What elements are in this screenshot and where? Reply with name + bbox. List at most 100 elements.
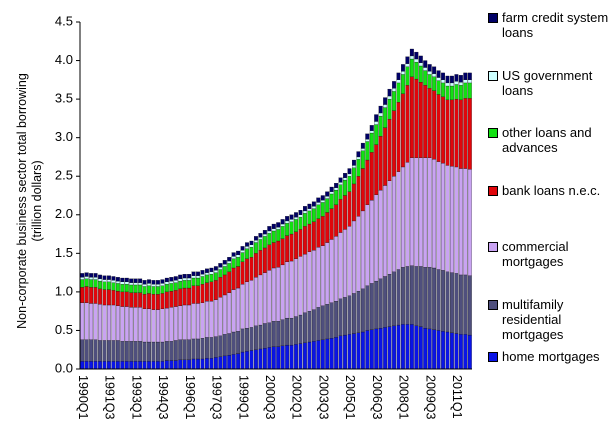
bar-segment — [164, 341, 169, 361]
bar-segment — [343, 229, 347, 298]
bar-segment — [236, 257, 241, 267]
bar-segment — [147, 308, 151, 343]
bar-segment — [227, 263, 232, 272]
bar-segment — [383, 127, 388, 186]
bar-segment — [80, 302, 85, 340]
bar-segment — [151, 341, 156, 362]
x-tick-label: 1999Q1 — [236, 375, 250, 420]
bar-segment — [360, 168, 365, 212]
bar-segment — [405, 162, 410, 267]
bar-segment — [254, 242, 258, 254]
bar-segment — [111, 282, 116, 291]
bar-segment — [222, 266, 227, 276]
bar-segment — [392, 81, 396, 89]
bar-segment — [173, 306, 178, 341]
bar-segment — [334, 189, 339, 205]
x-tick-label: 2002Q1 — [290, 375, 304, 420]
bar-segment — [294, 316, 298, 345]
bar-segment — [303, 206, 307, 212]
bar-segment — [369, 200, 374, 284]
bar-segment — [271, 223, 276, 229]
bar-segment — [423, 267, 428, 329]
bar-segment — [463, 72, 468, 80]
bar-segment — [142, 294, 147, 309]
bar-segment — [285, 223, 290, 236]
bar-segment — [236, 331, 241, 354]
bar-segment — [311, 201, 316, 207]
bar-segment — [365, 139, 370, 142]
bar-segment — [120, 281, 125, 285]
bar-segment — [423, 85, 428, 158]
bar-segment — [102, 361, 107, 370]
bar-segment — [231, 289, 236, 333]
bar-segment — [156, 286, 160, 295]
y-tick-label: 4.0 — [55, 52, 73, 67]
bar-segment — [209, 274, 214, 282]
bar-segment — [80, 287, 85, 303]
bar-segment — [441, 72, 445, 80]
bar-segment — [218, 269, 223, 278]
bar-segment — [454, 74, 459, 82]
bar-segment — [334, 204, 339, 237]
bar-segment — [271, 228, 276, 232]
bar-segment — [133, 278, 138, 283]
bar-segment — [160, 341, 165, 362]
bar-segment — [365, 330, 370, 370]
bar-segment — [222, 294, 227, 335]
bar-segment — [173, 290, 178, 307]
bar-segment — [196, 275, 200, 279]
legend-swatch — [488, 71, 498, 81]
bar-segment — [303, 226, 307, 255]
bar-segment — [441, 270, 445, 332]
bar-segment — [436, 330, 441, 370]
bar-segment — [102, 340, 107, 362]
bar-segment — [231, 331, 236, 355]
bar-segment — [205, 268, 209, 273]
bar-segment — [84, 272, 89, 277]
bar-segment — [271, 346, 276, 370]
bar-segment — [432, 73, 437, 77]
bar-segment — [169, 280, 174, 284]
bar-segment — [227, 292, 232, 334]
bar-segment — [169, 307, 174, 342]
bar-segment — [311, 309, 316, 342]
bar-segment — [80, 339, 85, 362]
bar-segment — [120, 341, 125, 362]
bar-segment — [387, 88, 392, 97]
bar-segment — [423, 157, 428, 268]
bar-segment — [450, 75, 454, 84]
bar-segment — [245, 281, 249, 329]
bar-segment — [218, 263, 223, 268]
bar-segment — [276, 346, 281, 370]
bar-segment — [200, 276, 205, 285]
bar-segment — [467, 334, 472, 370]
bar-segment — [298, 343, 303, 370]
bar-segment — [383, 97, 388, 105]
bar-segment — [227, 271, 232, 293]
bar-segment — [218, 267, 223, 270]
bar-segment — [383, 327, 388, 370]
bar-segment — [93, 361, 98, 370]
bar-segment — [392, 176, 396, 272]
bar-segment — [307, 251, 312, 312]
bar-segment — [120, 361, 125, 370]
bar-segment — [289, 233, 294, 262]
bar-segment — [401, 64, 405, 72]
bar-segment — [347, 226, 352, 296]
bar-segment — [392, 110, 396, 177]
bar-segment — [115, 361, 120, 370]
bar-segment — [227, 257, 232, 262]
bar-segment — [124, 361, 129, 370]
bar-segment — [249, 350, 254, 370]
bar-segment — [276, 226, 281, 230]
bar-segment — [124, 281, 129, 285]
bar-segment — [454, 166, 459, 274]
bar-segment — [187, 274, 192, 279]
bar-segment — [182, 339, 187, 360]
bar-segment — [320, 339, 325, 370]
bar-segment — [89, 303, 94, 340]
legend-label: commercial mortgages — [502, 239, 569, 269]
bar-segment — [356, 159, 361, 177]
bar-segment — [93, 273, 98, 278]
bar-segment — [187, 339, 192, 360]
